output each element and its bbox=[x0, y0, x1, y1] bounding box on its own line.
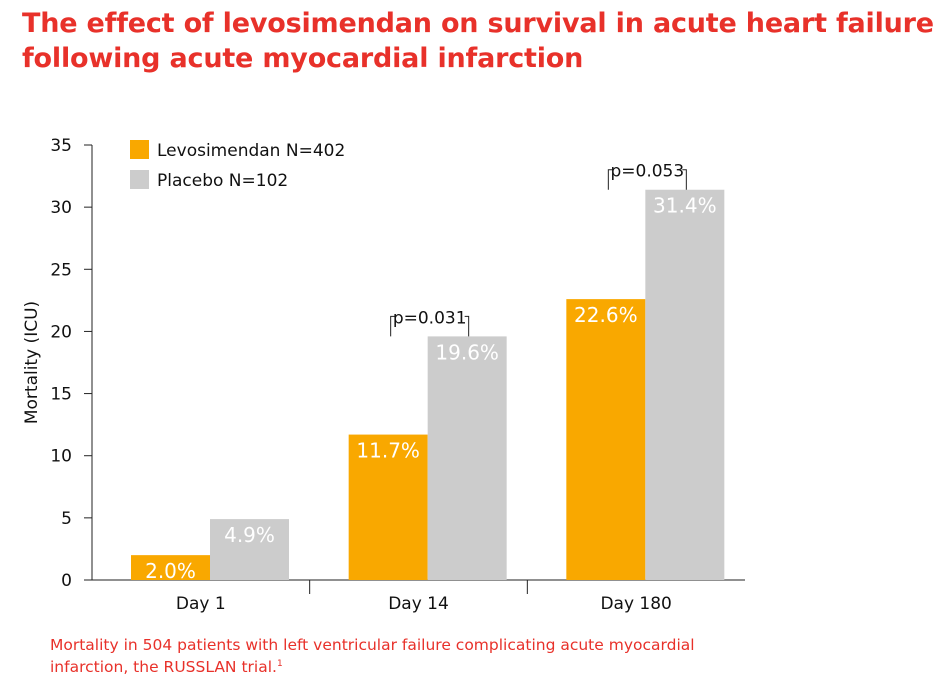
data-label: 2.0% bbox=[145, 559, 196, 583]
bar-chart: 0 5 10 15 20 25 30 35 Mortality (ICU) Day 1 2.0% 4.… bbox=[22, 136, 745, 614]
y-tick-label: 25 bbox=[50, 260, 72, 280]
bar-placebo bbox=[645, 189, 725, 580]
legend-label: Levosimendan N=402 bbox=[157, 141, 345, 161]
bar-levosimendan bbox=[131, 555, 210, 580]
p-value-annotation: p=0.053 bbox=[610, 162, 684, 182]
p-value-annotation: p=0.031 bbox=[393, 308, 467, 328]
data-label: 22.6% bbox=[574, 303, 638, 327]
y-tick-label: 35 bbox=[50, 136, 72, 156]
legend-label: Placebo N=102 bbox=[157, 171, 288, 191]
p-value-bracket-left bbox=[607, 169, 613, 190]
x-tick-label: Day 180 bbox=[600, 594, 671, 614]
y-tick-label: 20 bbox=[50, 322, 72, 342]
bar-placebo bbox=[210, 519, 289, 580]
chart-title: The effect of levosimendan on survival i… bbox=[22, 6, 942, 76]
legend-swatch bbox=[130, 170, 149, 189]
data-label: 19.6% bbox=[435, 340, 499, 364]
bar-levosimendan bbox=[566, 299, 646, 580]
bar-levosimendan bbox=[348, 434, 428, 580]
y-tick-label: 0 bbox=[61, 571, 72, 591]
p-value-bracket-left bbox=[390, 315, 395, 337]
chart-title-line-2: following acute myocardial infarction bbox=[22, 43, 584, 74]
legend-swatch bbox=[130, 140, 149, 159]
caption-reference: 1 bbox=[276, 658, 283, 669]
y-tick-label: 15 bbox=[50, 385, 72, 405]
figure-caption: Mortality in 504 patients with left vent… bbox=[50, 634, 750, 678]
x-tick-label: Day 1 bbox=[176, 594, 226, 614]
data-label: 4.9% bbox=[224, 523, 275, 547]
caption-text: Mortality in 504 patients with left vent… bbox=[50, 636, 695, 676]
y-tick-label: 10 bbox=[50, 447, 72, 467]
data-label: 11.7% bbox=[356, 439, 420, 463]
p-value-bracket-right bbox=[682, 169, 687, 190]
data-label: 31.4% bbox=[653, 194, 717, 218]
bar-placebo bbox=[427, 336, 507, 580]
y-axis-label: Mortality (ICU) bbox=[22, 301, 42, 424]
y-tick-label: 5 bbox=[61, 509, 72, 529]
chart-title-line-1: The effect of levosimendan on survival i… bbox=[22, 8, 934, 39]
p-value-bracket-right bbox=[464, 315, 470, 337]
y-tick-label: 30 bbox=[50, 198, 72, 218]
x-tick-label: Day 14 bbox=[388, 594, 449, 614]
